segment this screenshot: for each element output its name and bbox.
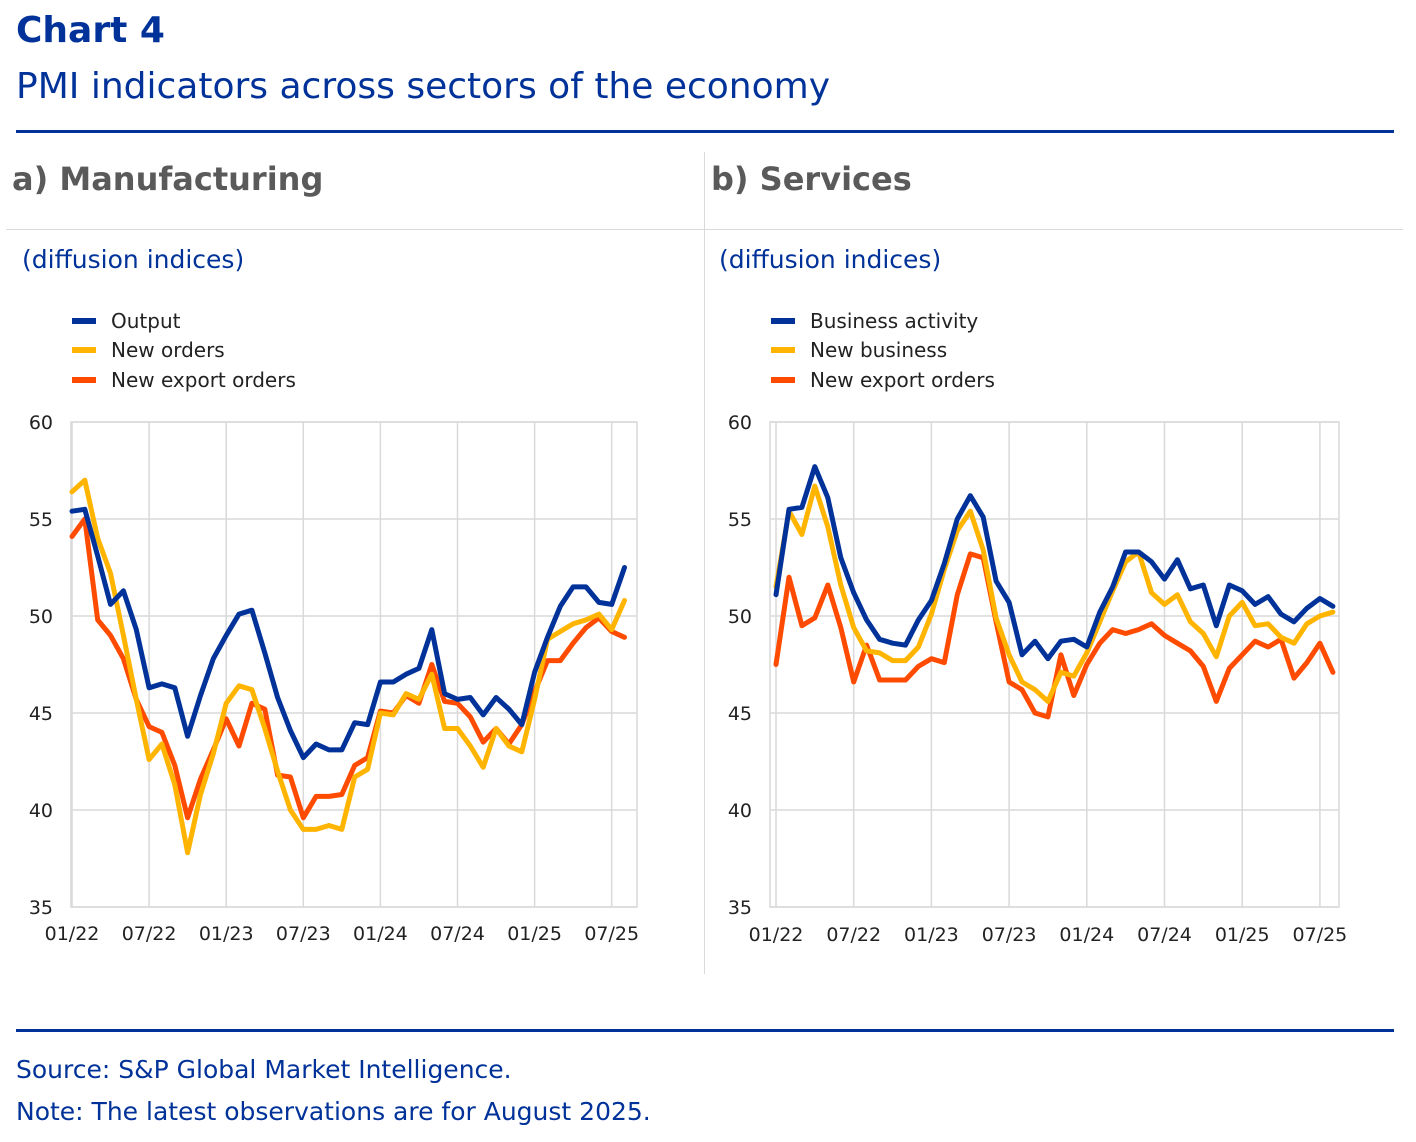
x-tick-label: 01/23: [199, 923, 254, 945]
legend-label: New business: [810, 338, 948, 363]
series-line-new-export-orders: [69, 516, 627, 821]
x-tick-label: 01/24: [1059, 924, 1114, 946]
y-tick-label: 50: [29, 606, 53, 628]
legend-label: Output: [111, 308, 181, 333]
legend-swatch: [72, 317, 96, 324]
x-tick-label: 01/24: [353, 923, 408, 945]
series-line-new-business: [773, 483, 1336, 704]
legend-label: New orders: [111, 338, 225, 363]
x-tick-label: 07/24: [430, 923, 485, 945]
legend-swatch: [72, 347, 96, 354]
legend-item: New business: [771, 336, 995, 366]
y-tick-label: 50: [728, 606, 752, 628]
legend-label: Business activity: [810, 308, 979, 333]
observation-note: Note: The latest observations are for Au…: [16, 1097, 651, 1126]
plot-area: [70, 421, 638, 908]
x-tick-label: 07/25: [584, 923, 639, 945]
y-tick-label: 55: [29, 509, 53, 531]
legend-item: New export orders: [771, 365, 995, 395]
legend-swatch: [72, 376, 96, 383]
bottom-rule: [16, 1029, 1394, 1032]
source-note: Source: S&P Global Market Intelligence.: [16, 1055, 512, 1084]
manufacturing-chart: 60 55 50 45 40 35 01/22 07/22 01/23 07/23 01/24 07/…: [29, 412, 639, 945]
panel-a-title: a) Manufacturing: [12, 160, 324, 198]
x-tick-label: 01/23: [904, 924, 959, 946]
panel-b-legend: Business activity New business New expor…: [771, 306, 995, 395]
panel-b-units: (diffusion indices): [719, 245, 942, 274]
plot-area: [769, 421, 1340, 908]
y-tick-label: 40: [728, 800, 752, 822]
series-line-new-orders: [69, 477, 627, 856]
series-line-output: [69, 506, 627, 761]
x-tick-label: 07/25: [1293, 924, 1348, 946]
chart-label: Chart 4: [16, 10, 165, 51]
y-tick-label: 35: [29, 897, 53, 919]
panel-b-title: b) Services: [711, 160, 912, 198]
legend-label: New export orders: [111, 367, 296, 392]
panel-divider-horizontal: [6, 229, 1403, 230]
x-tick-label: 01/25: [1215, 924, 1270, 946]
y-tick-label: 45: [728, 703, 752, 725]
x-tick-label: 01/22: [749, 924, 804, 946]
x-tick-label: 01/22: [45, 923, 100, 945]
panel-a-legend: Output New orders New export orders: [72, 306, 296, 395]
x-tick-label: 07/23: [982, 924, 1037, 946]
x-tick-label: 01/25: [507, 923, 562, 945]
chart-title: PMI indicators across sectors of the eco…: [16, 66, 831, 107]
legend-item: New orders: [72, 336, 296, 366]
legend-item: New export orders: [72, 365, 296, 395]
x-tick-label: 07/22: [826, 924, 881, 946]
x-tick-label: 07/23: [276, 923, 331, 945]
panel-divider-vertical: [704, 152, 705, 974]
legend-label: New export orders: [810, 367, 995, 392]
series-line-business-activity: [773, 464, 1336, 662]
x-tick-label: 07/22: [122, 923, 177, 945]
y-tick-label: 40: [29, 800, 53, 822]
legend-swatch: [771, 317, 795, 324]
y-tick-label: 35: [728, 897, 752, 919]
y-tick-label: 60: [728, 412, 752, 434]
legend-item: Business activity: [771, 306, 995, 336]
y-tick-label: 45: [29, 703, 53, 725]
y-tick-label: 55: [728, 509, 752, 531]
services-chart: 60 55 50 45 40 35 01/22 07/22 01/23 07/23 01/24 07/…: [728, 412, 1348, 946]
legend-swatch: [771, 376, 795, 383]
y-tick-label: 60: [29, 412, 53, 434]
legend-swatch: [771, 347, 795, 354]
top-rule: [16, 130, 1394, 133]
panel-a-units: (diffusion indices): [22, 245, 245, 274]
x-tick-label: 07/24: [1137, 924, 1192, 946]
legend-item: Output: [72, 306, 296, 336]
